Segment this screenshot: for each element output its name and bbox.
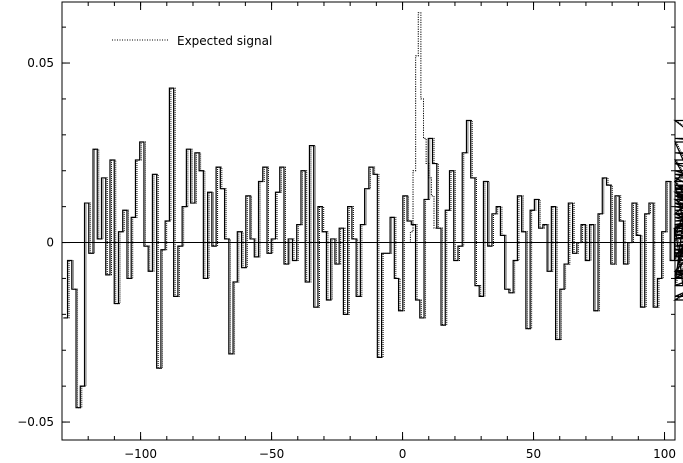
x-tick-label: 0: [399, 447, 407, 461]
expected-signal-line: [407, 12, 438, 244]
series-layer: [63, 12, 683, 409]
x-tick-label: −100: [124, 447, 157, 461]
data-histogram: [63, 87, 683, 409]
y-tick-label: 0: [46, 236, 54, 250]
y-tick-label: −0.05: [17, 415, 54, 429]
x-tick-label: 50: [526, 447, 541, 461]
legend: Expected signal: [112, 34, 272, 48]
y-axis: −0.05 0 0.05: [17, 26, 675, 429]
data-histogram-shadow: [64, 87, 683, 409]
legend-label-expected-signal: Expected signal: [177, 34, 272, 48]
x-axis: −100 −50 0 50 100: [61, 2, 676, 461]
x-tick-label: −50: [259, 447, 284, 461]
x-tick-label: 100: [653, 447, 676, 461]
y-tick-label: 0.05: [27, 56, 54, 70]
